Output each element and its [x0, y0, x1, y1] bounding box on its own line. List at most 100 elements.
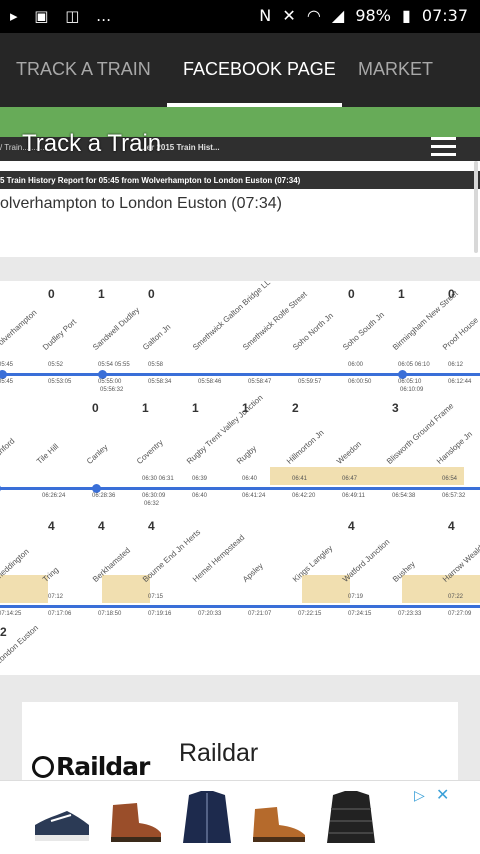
actual-time: 07:18:50: [98, 611, 122, 617]
scheduled-time: 06:47: [342, 476, 358, 482]
breadcrumb-links[interactable]: / Train... ... ...: [0, 143, 47, 152]
tab-market[interactable]: MARKET: [358, 59, 434, 79]
station-label: Hillmorton Jn: [284, 428, 326, 466]
station-label: Weedon: [334, 439, 364, 466]
tab-track-a-train[interactable]: TRACK A TRAIN: [16, 59, 151, 79]
actual-time: 07:22:15: [298, 611, 322, 617]
scheduled-time: 05:45: [0, 362, 14, 368]
page-title: Track a Train: [22, 130, 162, 157]
navy-jacket-image[interactable]: [175, 785, 239, 849]
station-label: Galton Jn: [140, 322, 173, 352]
delay-count: 4: [448, 519, 455, 533]
scheduled-time: 06:05 06:10: [398, 362, 430, 368]
report-title: 5 Train History Report for 05:45 from Wo…: [0, 171, 480, 189]
route-line: [0, 487, 480, 490]
battery-icon: ▮: [401, 6, 411, 25]
delay-bar: [0, 575, 48, 603]
mute-icon: ✕: [282, 6, 296, 25]
brown-boot-image[interactable]: [103, 785, 167, 849]
delay-count: 2: [292, 401, 299, 415]
scrollbar[interactable]: [474, 161, 478, 253]
delay-bar: [102, 575, 150, 603]
station-label: Watford Junction: [340, 537, 392, 584]
delay-count: 4: [98, 519, 105, 533]
station-label: Stechford: [0, 436, 17, 466]
route-line: [0, 605, 480, 608]
delay-count: 0: [48, 287, 55, 301]
scheduled-time: 07:15: [148, 594, 164, 600]
scheduled-time: 05:58: [148, 362, 164, 368]
tab-bar: TRACK A TRAIN FACEBOOK PAGE MARKET: [0, 33, 480, 107]
scheduled-time: 06:12: [448, 362, 464, 368]
delay-count: 4: [148, 519, 155, 533]
delay-count: 0: [348, 287, 355, 301]
actual-time: 06:28:36: [92, 493, 116, 499]
ad-choices-icon[interactable]: ▷: [414, 787, 425, 803]
station-marker: [0, 484, 1, 493]
station-label: Soho South Jn: [340, 310, 387, 352]
train-route-diagram: 0 1 0 0 1 0 Wolverhampton Dudley Port Sandwell D…: [0, 281, 480, 675]
nfc-icon: N: [259, 6, 272, 25]
actual-time: 07:19:16: [148, 611, 172, 617]
black-puffer-jacket-image[interactable]: [319, 785, 383, 849]
station-label: Hemel Hempstead: [190, 532, 247, 584]
delay-count: 1: [142, 401, 149, 415]
scheduled-time: 07:12: [48, 594, 64, 600]
clock: 07:37: [421, 6, 468, 25]
status-right: N ✕ ◠ ◢ 98% ▮ 07:37: [253, 6, 468, 25]
tab-facebook-page[interactable]: FACEBOOK PAGE: [183, 59, 336, 79]
station-marker: [92, 484, 101, 493]
delay-count: 4: [48, 519, 55, 533]
actual-time: 05:58:34: [148, 379, 172, 385]
active-tab-indicator: [167, 103, 342, 107]
scheduled-time: 07:22: [448, 594, 464, 600]
signal-icon: ◢: [331, 6, 345, 25]
actual-time: 07:20:33: [198, 611, 222, 617]
delay-bar: [402, 575, 480, 603]
actual-time: 06:00:50: [348, 379, 372, 385]
raildar-card[interactable]: Raildar Raildar: [22, 702, 458, 782]
actual-time: 07:23:33: [398, 611, 422, 617]
delay-count: 0: [448, 287, 455, 301]
actual-time: 06:30:09: [142, 493, 166, 499]
actual-time: 05:59:57: [298, 379, 322, 385]
actual-time-2: 05:56:32: [100, 387, 124, 393]
actual-time: 07:17:06: [48, 611, 72, 617]
hamburger-menu-icon[interactable]: [431, 137, 456, 157]
scheduled-time: 06:39: [192, 476, 208, 482]
ad-close-icon[interactable]: ✕: [436, 787, 450, 804]
scheduled-time: 06:54: [442, 476, 458, 482]
actual-time: 06:49:11: [342, 493, 365, 499]
station-label: Apsley: [240, 561, 265, 584]
actual-time: 06:05:10: [398, 379, 422, 385]
station-label: Tring: [40, 565, 61, 584]
route-line: [0, 373, 480, 376]
actual-time: 07:24:15: [348, 611, 372, 617]
actual-time: 06:54:38: [392, 493, 416, 499]
scheduled-time: 05:54 05:55: [98, 362, 130, 368]
actual-time: 07:21:07: [248, 611, 272, 617]
delay-count: 1: [398, 287, 405, 301]
actual-time: 06:40: [192, 493, 208, 499]
breadcrumb: / Train... ... ... ...er 2015 Train Hist…: [0, 137, 480, 161]
running-shoe-image[interactable]: [31, 785, 95, 849]
station-label: Soho North Jn: [290, 311, 336, 352]
raildar-logo-icon: [32, 756, 54, 778]
actual-time: 06:57:32: [442, 493, 466, 499]
scheduled-time: 07:19: [348, 594, 364, 600]
actual-time: 05:55:00: [98, 379, 122, 385]
scheduled-time: 05:52: [48, 362, 64, 368]
station-marker: [398, 370, 407, 379]
actual-time: 06:42:20: [292, 493, 316, 499]
scheduled-time: 06:41: [292, 476, 308, 482]
station-label: Tile Hill: [34, 441, 61, 466]
delay-bar: [302, 575, 350, 603]
final-delay-count: 2: [0, 625, 7, 639]
delay-count: 1: [192, 401, 199, 415]
breadcrumb-current: ...er 2015 Train Hist...: [140, 143, 220, 152]
actual-time: 05:53:05: [48, 379, 72, 385]
scheduled-time: 06:40: [242, 476, 258, 482]
ad-banner[interactable]: ▷ ✕: [0, 780, 480, 854]
wifi-icon: ◠: [306, 6, 321, 25]
tan-boot-image[interactable]: [247, 785, 311, 849]
